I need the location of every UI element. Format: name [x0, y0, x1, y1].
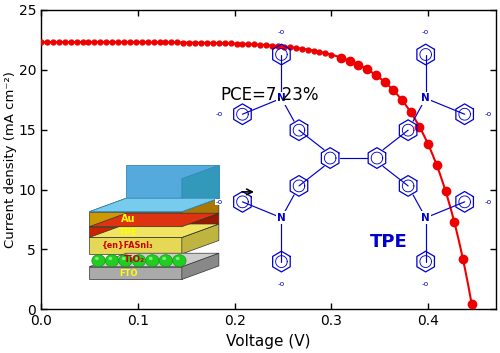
Y-axis label: Current density (mA cm⁻²): Current density (mA cm⁻²): [4, 71, 17, 248]
Text: PCE=7.23%: PCE=7.23%: [220, 85, 318, 103]
X-axis label: Voltage (V): Voltage (V): [226, 334, 310, 349]
